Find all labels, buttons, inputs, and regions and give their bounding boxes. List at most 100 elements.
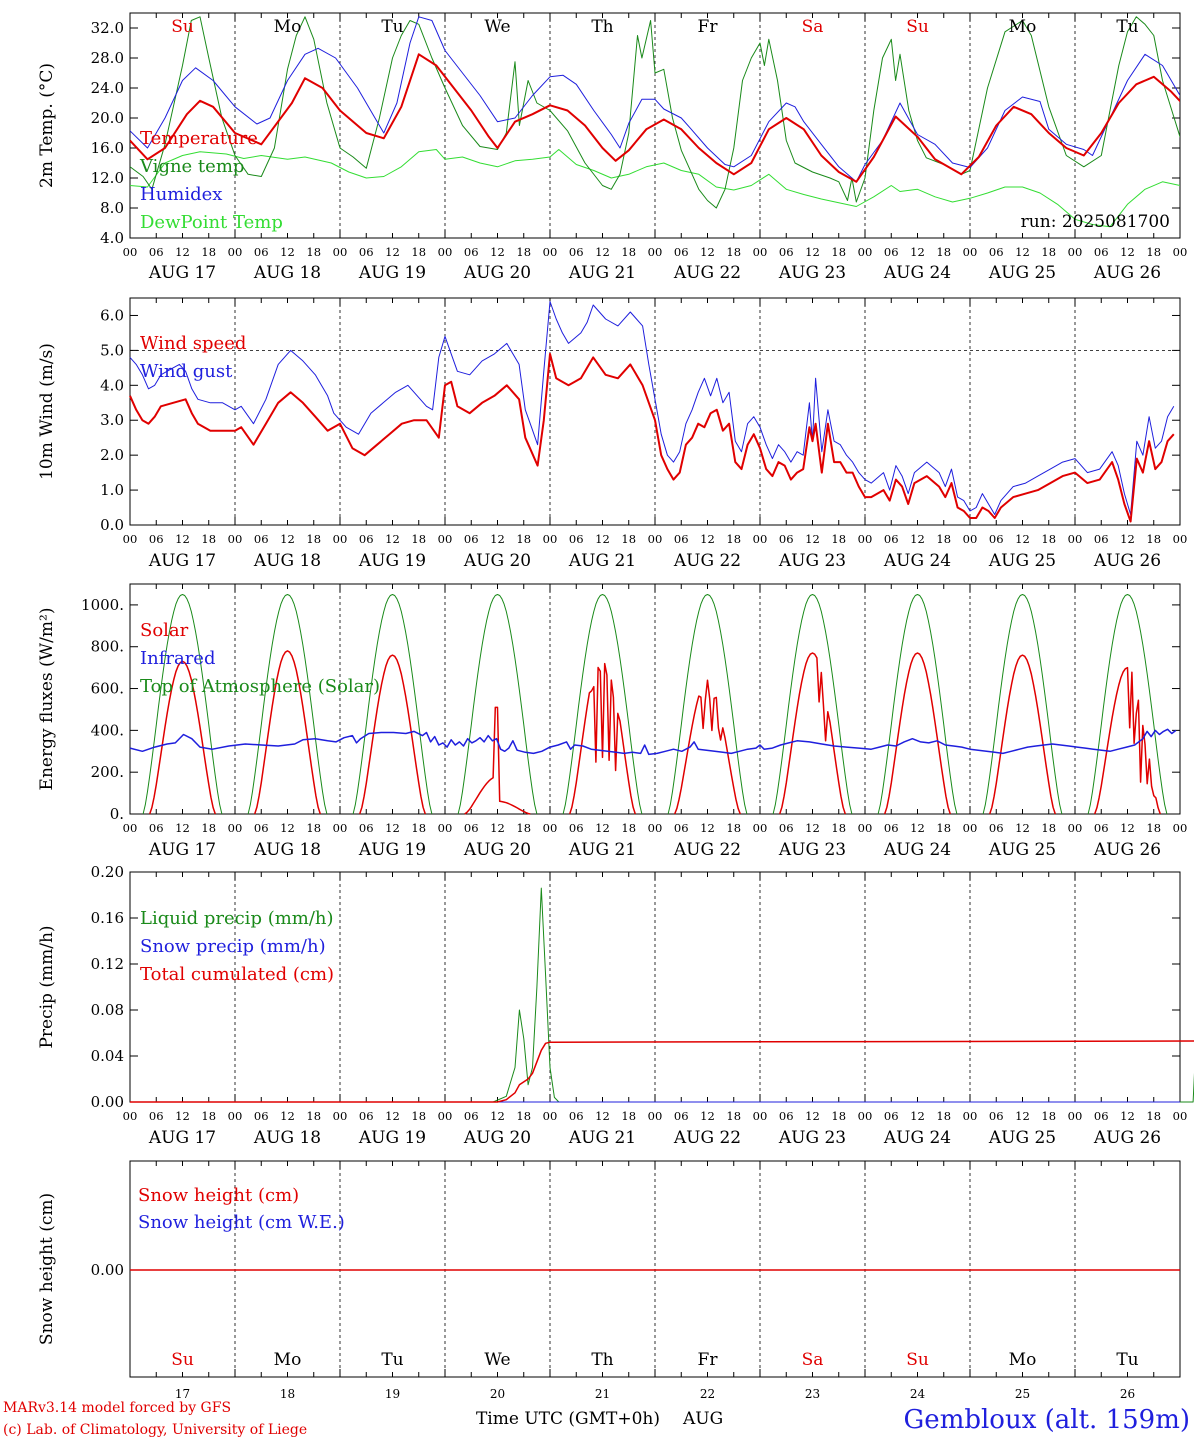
run-label: run: 2025081700 [1021,212,1170,232]
hour-tick-label: 06 [359,532,374,546]
day-name: Th [591,17,613,37]
series-solar [883,652,952,815]
hour-tick-label: 18 [726,821,741,835]
hour-tick-label: 18 [411,245,426,259]
series-vigne-temp [130,16,1180,209]
day-name: Tu [1116,17,1138,37]
hour-tick-label: 12 [595,532,610,546]
day-number: 20 [490,1387,505,1401]
hour-tick-label: 12 [1120,532,1135,546]
hour-tick-label: 00 [123,1109,138,1123]
hour-tick-label: 00 [1068,532,1083,546]
y-tick-label: 5.0 [100,341,124,359]
legend-entry: Total cumulated (cm) [140,964,334,985]
date-label: AUG 18 [253,551,321,571]
hour-tick-label: 12 [700,1109,715,1123]
hour-tick-label: 00 [438,245,453,259]
hour-tick-label: 00 [648,1109,663,1123]
hour-tick-label: 12 [385,1109,400,1123]
hour-tick-label: 06 [149,821,164,835]
hour-tick-label: 12 [805,821,820,835]
hour-tick-label: 00 [1068,245,1083,259]
hour-tick-label: 06 [674,532,689,546]
day-name: Su [171,1350,194,1370]
day-name: We [484,1350,510,1370]
date-label: AUG 23 [778,263,846,283]
y-tick-label: 1.0 [100,481,124,499]
y-tick-label: 28.0 [91,49,124,67]
series-solar [1093,666,1162,815]
date-label: AUG 21 [568,1128,636,1148]
hour-tick-label: 06 [884,821,899,835]
hour-tick-label: 12 [910,821,925,835]
hour-tick-label: 00 [648,821,663,835]
date-label: AUG 21 [568,551,636,571]
series-solar [988,654,1057,815]
hour-tick-label: 12 [805,245,820,259]
hour-tick-label: 18 [411,821,426,835]
hour-tick-label: 06 [989,532,1004,546]
series-humidex [130,16,1180,183]
panel-1: 00 06 12 18 00 06 12 18 00 06 12 18 00 06 12 18 00 06 12 18… [37,12,1187,283]
hour-tick-label: 00 [543,1109,558,1123]
hour-tick-label: 12 [490,532,505,546]
legend-entry: Liquid precip (mm/h) [140,908,334,929]
hour-tick-label: 06 [884,1109,899,1123]
day-name: Tu [1116,1350,1138,1370]
legend-entry: Infrared [140,648,215,669]
hour-tick-label: 18 [306,821,321,835]
hour-tick-label: 06 [674,1109,689,1123]
hour-tick-label: 18 [516,245,531,259]
hour-tick-label: 18 [516,532,531,546]
legend-entry: Vigne temp [139,156,244,177]
legend-entry: Snow height (cm) [138,1185,299,1206]
hour-tick-label: 18 [621,821,636,835]
legend-entry: Solar [140,620,189,641]
hour-tick-label: 06 [779,821,794,835]
hour-tick-label: 18 [201,245,216,259]
hour-tick-label: 06 [569,245,584,259]
temperature-lines [130,16,1180,228]
date-label: AUG 19 [358,263,426,283]
date-label: AUG 23 [778,551,846,571]
series-toa-solar [982,594,1063,815]
y-tick-label: 400. [91,721,124,739]
hour-tick-label: 06 [1094,532,1109,546]
series-toa-solar [562,594,643,815]
panel-5: Snow height (cm) 0.00 Snow height (cm) Snow… [37,1160,1181,1401]
day-name: Su [906,1350,929,1370]
y-tick-label: 800. [91,638,124,656]
hour-tick-label: 06 [254,1109,269,1123]
hour-tick-label: 00 [123,245,138,259]
hour-tick-label: 00 [543,532,558,546]
date-label: AUG 21 [568,840,636,860]
hour-tick-label: 12 [910,1109,925,1123]
date-label: AUG 19 [358,840,426,860]
hour-tick-label: 12 [175,245,190,259]
hour-tick-label: 12 [1015,532,1030,546]
day-name: Su [171,17,194,37]
y-tick-label: 20.0 [91,109,124,127]
date-label: AUG 20 [463,263,531,283]
hour-tick-label: 00 [858,821,873,835]
y-tick-label: 12.0 [91,169,124,187]
hour-tick-label: 00 [963,245,978,259]
legend-entry: DewPoint Temp [140,212,283,233]
hour-tick-label: 00 [543,245,558,259]
date-label: AUG 26 [1093,551,1161,571]
y-axis-label: Precip (mm/h) [37,925,57,1048]
hour-tick-label: 06 [674,245,689,259]
day-number: 18 [280,1387,295,1401]
hour-tick-label: 06 [674,821,689,835]
date-label: AUG 22 [673,263,741,283]
day-name: Th [591,1350,613,1370]
series-solar [148,660,217,815]
hour-tick-label: 06 [569,1109,584,1123]
hour-tick-label: 00 [753,532,768,546]
date-label: AUG 25 [988,551,1056,571]
lab-credit: (c) Lab. of Climatology, University of L… [3,1422,307,1438]
hour-tick-label: 00 [438,821,453,835]
date-label: AUG 26 [1093,1128,1161,1148]
hour-tick-label: 12 [280,245,295,259]
hour-tick-label: 18 [516,1109,531,1123]
